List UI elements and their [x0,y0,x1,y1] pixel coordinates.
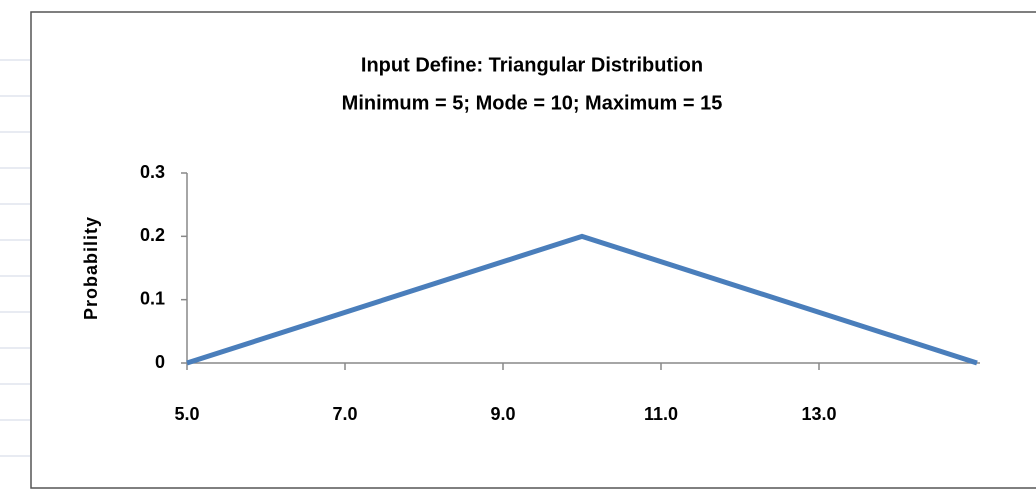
sheet-grid [0,59,30,457]
x-tick-label: 13.0 [801,404,836,424]
y-tick-label: 0.3 [140,162,165,182]
x-tick-label: 9.0 [490,404,515,424]
chart-title: Input Define: Triangular Distribution [361,54,703,76]
x-tick-label: 11.0 [644,404,678,424]
y-tick-label: 0.2 [140,225,165,245]
y-tick-label: 0 [155,352,165,372]
x-tick-label: 5.0 [174,404,199,424]
y-tick-label: 0.1 [140,288,165,308]
x-tick-label: 7.0 [332,404,357,424]
series-line [186,233,978,366]
y-axis-label: Probability [81,216,101,320]
chart-subtitle: Minimum = 5; Mode = 10; Maximum = 15 [342,92,723,114]
